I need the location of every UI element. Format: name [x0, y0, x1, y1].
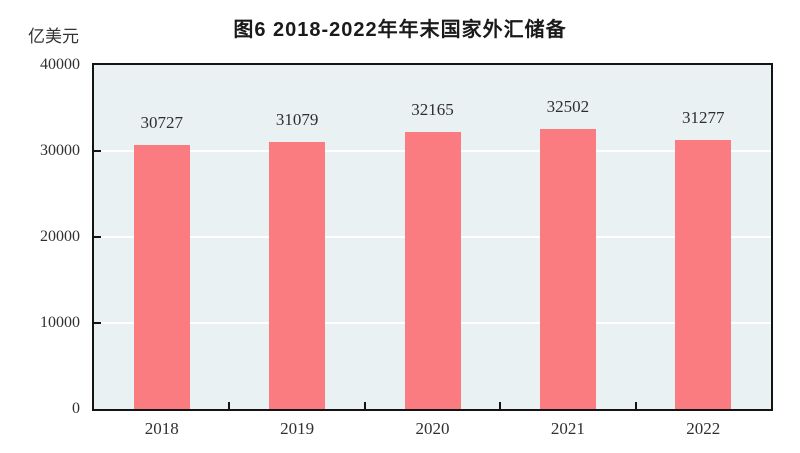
bar [269, 141, 326, 409]
bar [133, 144, 190, 409]
x-axis-tick-label: 2021 [550, 419, 585, 438]
y-axis-tick [94, 150, 101, 152]
y-axis-unit-label: 亿美元 [28, 27, 79, 46]
plot-area: 30727 31079 32165 32502 31277 [92, 63, 773, 411]
y-axis-tick-label: 0 [72, 400, 80, 417]
bar-value-label: 31277 [682, 108, 725, 128]
x-axis-tick [363, 402, 366, 409]
bar-value-label: 31079 [275, 109, 319, 129]
x-axis-tick [228, 402, 231, 409]
y-axis-tick-label: 20000 [40, 228, 80, 245]
bar-value-label: 30727 [140, 112, 183, 132]
y-axis-tick [94, 322, 101, 324]
x-axis-tick [634, 402, 637, 409]
chart-title: 图6 2018-2022年年末国家外汇储备 [233, 19, 567, 41]
bar [675, 140, 732, 409]
bar [539, 129, 596, 409]
y-axis-tick-label: 10000 [40, 314, 80, 331]
y-axis-tick-label: 30000 [40, 142, 80, 159]
y-axis-tick [94, 236, 101, 238]
x-axis-tick-label: 2020 [415, 419, 450, 438]
bar-value-label: 32165 [411, 100, 454, 120]
x-axis-tick-label: 2022 [686, 419, 721, 438]
x-axis-tick [499, 402, 502, 409]
x-axis-tick-label: 2019 [280, 419, 315, 438]
bar [404, 132, 461, 409]
y-axis-tick-label: 40000 [40, 56, 80, 73]
bar-value-label: 32502 [546, 97, 590, 117]
x-axis-tick-label: 2018 [144, 419, 179, 438]
